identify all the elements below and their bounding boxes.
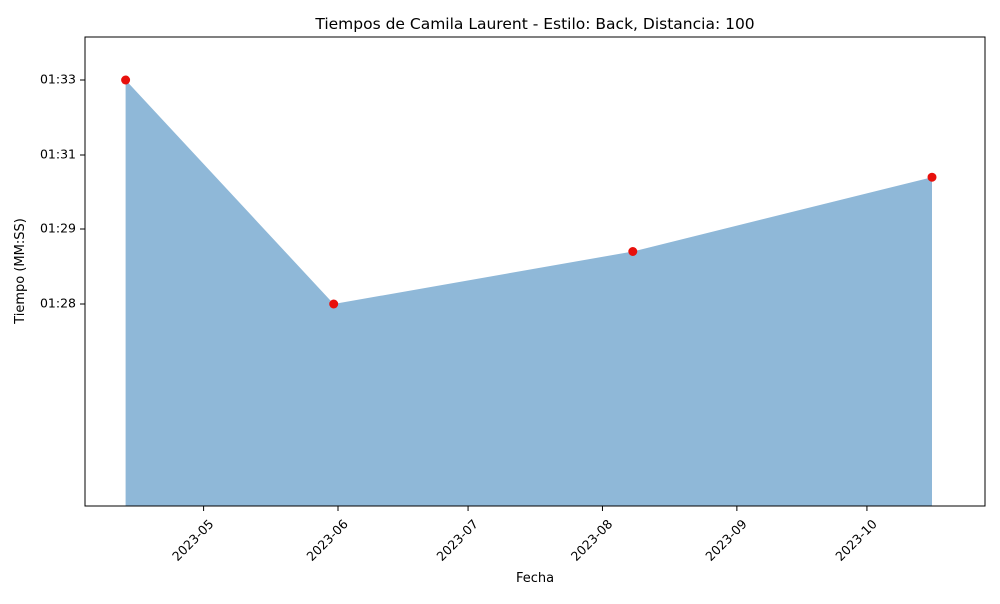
- y-tick-label: 01:33: [40, 72, 76, 87]
- y-tick-label: 01:28: [40, 296, 76, 311]
- data-point: [628, 247, 638, 256]
- plot-frame: [84, 36, 986, 507]
- x-axis-label: Fecha: [516, 571, 554, 586]
- data-point: [121, 75, 131, 85]
- y-tick-label: 01:29: [40, 221, 76, 236]
- y-tick-label: 01:31: [40, 147, 76, 162]
- area-layer: [125, 80, 933, 506]
- y-tick-layer: 01:28 01:29 01:31 01:33: [40, 72, 85, 311]
- y-axis-label: Tiempo (MM:SS): [13, 218, 28, 325]
- data-point: [927, 172, 937, 182]
- data-point: [329, 299, 339, 309]
- point-layer: [121, 75, 937, 309]
- area-series-0: [125, 80, 933, 506]
- chart-title: Tiempos de Camila Laurent - Estilo: Back…: [314, 15, 754, 33]
